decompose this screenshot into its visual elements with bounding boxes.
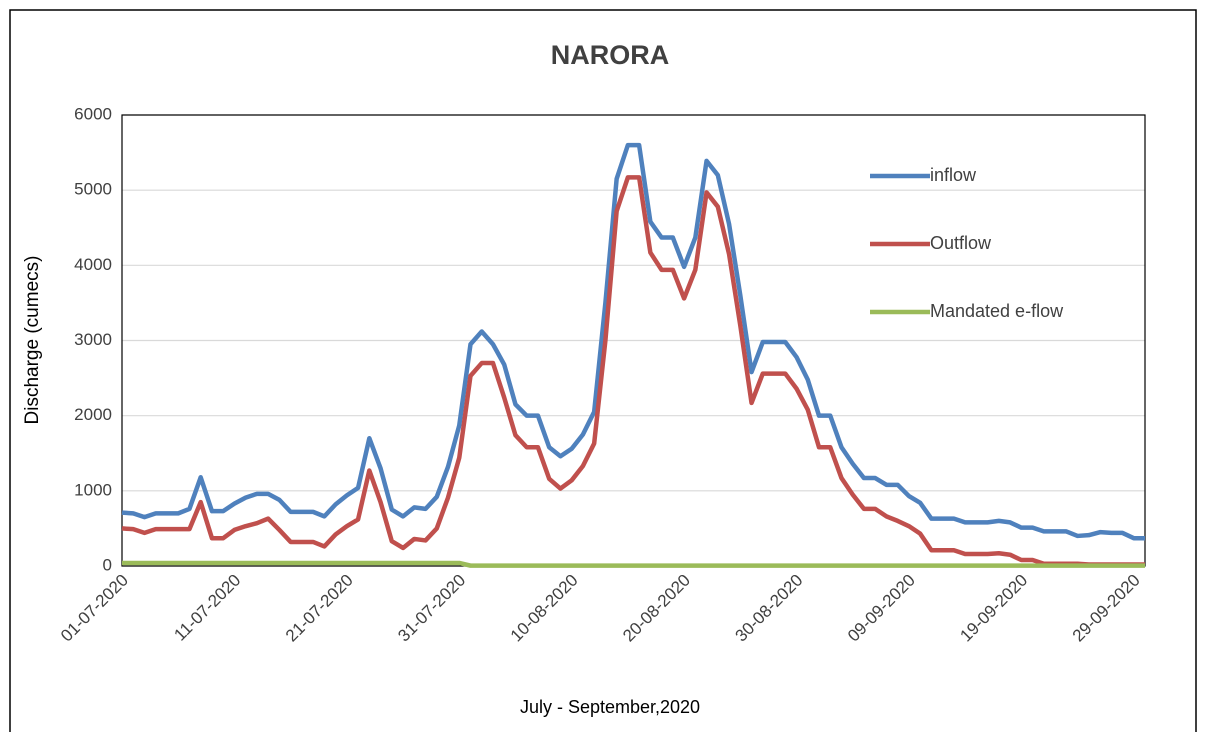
legend-label: Mandated e-flow — [930, 301, 1064, 321]
x-tick-label: 31-07-2020 — [394, 571, 469, 646]
y-tick-label: 6000 — [74, 104, 112, 123]
series-line — [122, 560, 1145, 568]
series-line — [121, 175, 1145, 567]
y-tick-label: 2000 — [74, 405, 112, 424]
x-tick-label: 30-08-2020 — [732, 571, 807, 646]
legend-label: inflow — [930, 165, 977, 185]
y-tick-label: 3000 — [74, 330, 112, 349]
chart-title: NARORA — [551, 40, 670, 70]
x-tick-label: 01-07-2020 — [57, 571, 132, 646]
y-tick-label: 0 — [103, 555, 112, 574]
x-tick-label: 29-09-2020 — [1069, 571, 1144, 646]
x-tick-label: 11-07-2020 — [170, 571, 244, 645]
x-tick-label: 19-09-2020 — [956, 571, 1031, 646]
x-tick-label: 20-08-2020 — [619, 571, 694, 646]
x-tick-label: 10-08-2020 — [507, 571, 582, 646]
x-tick-label: 09-09-2020 — [844, 571, 919, 646]
x-axis-label: July - September,2020 — [520, 697, 700, 717]
x-tick-label: 21-07-2020 — [282, 571, 357, 646]
y-tick-label: 1000 — [74, 480, 112, 499]
y-tick-label: 5000 — [74, 180, 112, 199]
chart-border — [9, 9, 1197, 732]
y-axis-label: Discharge (cumecs) — [22, 256, 43, 425]
y-tick-label: 4000 — [74, 255, 112, 274]
legend-label: Outflow — [930, 233, 992, 253]
series-line — [121, 142, 1145, 541]
